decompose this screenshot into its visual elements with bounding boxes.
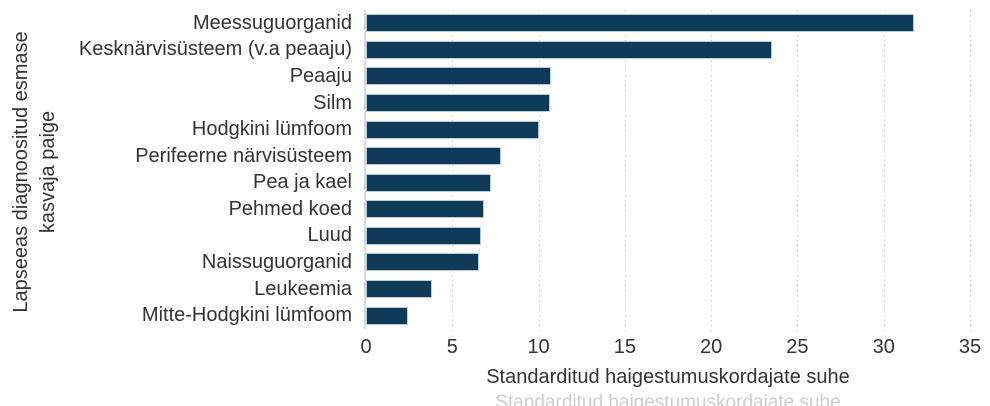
bar (366, 226, 481, 245)
bar-row: Leukeemia (0, 276, 990, 303)
x-axis-title: Standarditud haigestumuskordajate suhe (486, 366, 850, 388)
bar (366, 14, 914, 33)
category-label: Pehmed koed (228, 197, 352, 220)
bar (366, 253, 479, 272)
bar (366, 67, 552, 86)
bar (366, 120, 540, 139)
x-tick-label: 15 (613, 336, 636, 358)
bar (366, 173, 491, 192)
bar-track (366, 249, 990, 276)
gridline-5 (452, 10, 454, 333)
bar-track (366, 223, 990, 250)
bar (366, 200, 485, 219)
category-label: Hodgkini lümfoom (191, 118, 352, 141)
category-label: Leukeemia (254, 277, 352, 300)
category-label: Perifeerne närvisüsteem (135, 144, 352, 167)
bar-row: Mitte-Hodgkini lümfoom (0, 302, 990, 329)
plot-area (364, 10, 972, 333)
bar-row: Silm (0, 90, 990, 117)
bar-track (366, 169, 990, 196)
x-tick-label: 5 (446, 336, 458, 358)
category-label: Naissuguorganid (201, 250, 352, 273)
bar-row: Hodgkini lümfoom (0, 116, 990, 143)
gridline-10 (538, 10, 540, 333)
bar-track (366, 37, 990, 64)
bar-row: Pehmed koed (0, 196, 990, 223)
bar (366, 147, 502, 166)
bar-track (366, 143, 990, 170)
bar-track (366, 276, 990, 303)
category-label: Kesknärvisüsteem (v.a peaaju) (78, 38, 352, 61)
bar-row: Pea ja kael (0, 169, 990, 196)
bar-track (366, 196, 990, 223)
bar (366, 280, 433, 299)
bar-row: Meessuguorganid (0, 10, 990, 37)
category-label: Meessuguorganid (193, 11, 352, 34)
gridline-35 (970, 10, 971, 333)
bar-track (366, 302, 990, 329)
bar (366, 306, 409, 325)
x-tick-label: 35 (958, 336, 982, 358)
category-label: Peaaju (289, 64, 352, 87)
clipped-footer-text: Standarditud haigestumuskordajate suhe (495, 392, 841, 406)
bar-row: Naissuguorganid (0, 249, 990, 276)
x-tick-label: 25 (786, 336, 809, 358)
category-label: Luud (307, 224, 353, 247)
gridline-30 (883, 10, 885, 333)
bar (366, 94, 550, 113)
gridline-15 (624, 10, 626, 333)
gridline-25 (797, 10, 799, 333)
bar-track (366, 116, 990, 143)
x-tick-label: 20 (700, 336, 723, 358)
category-label: Silm (313, 91, 352, 114)
x-tick-label: 10 (527, 336, 550, 358)
bar-row: Peaaju (0, 63, 990, 90)
x-tick-label: 30 (872, 336, 895, 358)
bar-track (366, 63, 990, 90)
gridline-20 (711, 10, 713, 333)
bar-row: Luud (0, 223, 990, 250)
bar-rows: Meessuguorganid Kesknärvisüsteem (v.a pea… (0, 10, 990, 329)
category-label: Pea ja kael (253, 171, 352, 194)
x-tick-label: 0 (360, 336, 372, 358)
bar-row: Kesknärvisüsteem (v.a peaaju) (0, 37, 990, 64)
bar-row: Perifeerne närvisüsteem (0, 143, 990, 170)
bar (366, 40, 773, 59)
bar-track (366, 90, 990, 117)
bar-track (366, 10, 990, 37)
category-label: Mitte-Hodgkini lümfoom (141, 304, 352, 327)
